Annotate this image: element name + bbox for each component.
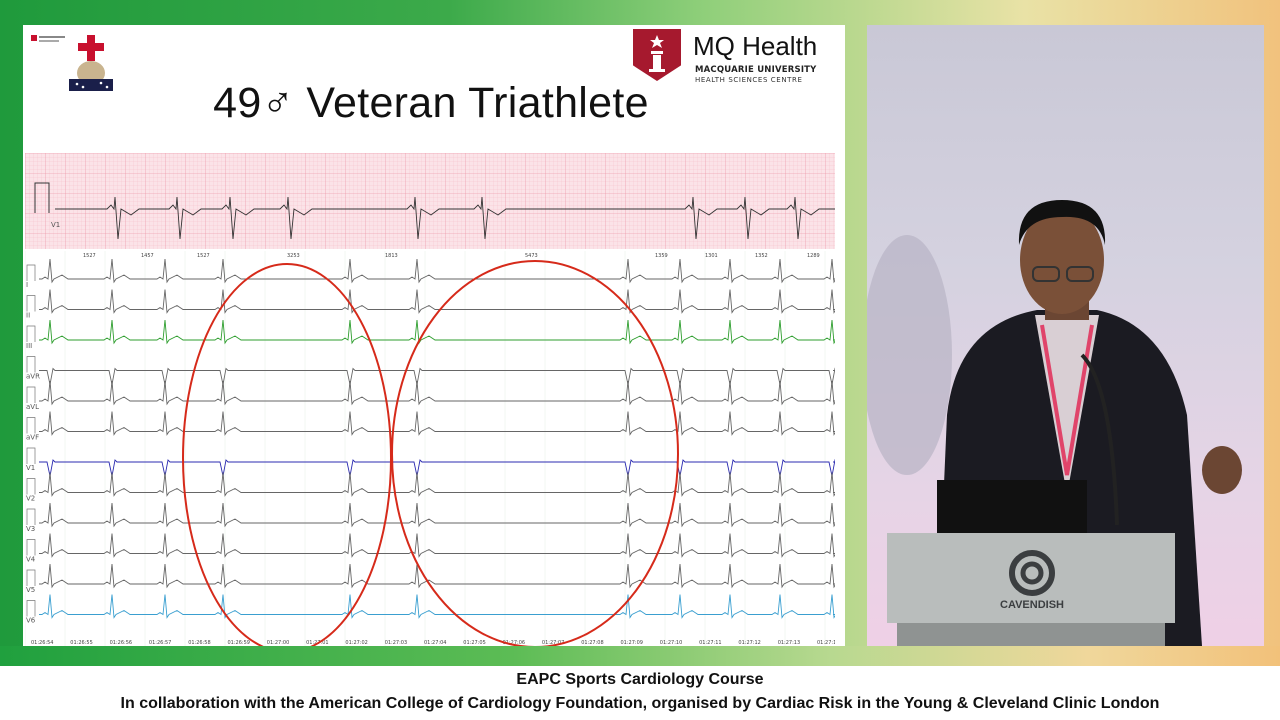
rr-interval-label: 1289 bbox=[807, 253, 820, 259]
ecg-lead-label: V4 bbox=[26, 556, 36, 564]
ecg-trace-iii bbox=[39, 319, 835, 345]
ecg-time-label: 01:27:06 bbox=[503, 640, 525, 646]
rr-interval-label: 3253 bbox=[287, 253, 300, 259]
rr-interval-label: 1813 bbox=[385, 253, 398, 259]
ecg-trace-avl bbox=[39, 380, 835, 406]
ecg-time-label: 01:27:08 bbox=[581, 640, 603, 646]
ecg-rhythm-strip: V1 bbox=[25, 153, 835, 249]
ecg-trace-v1 bbox=[39, 459, 835, 477]
ecg-time-label: 01:26:58 bbox=[188, 640, 210, 646]
mq-health-brand: MQ Health bbox=[693, 31, 818, 61]
ecg-lead-label: II bbox=[26, 312, 30, 320]
rr-interval-label: 1352 bbox=[755, 253, 768, 259]
ecg-time-label: 01:27:03 bbox=[385, 640, 407, 646]
rr-interval-label: 1527 bbox=[83, 253, 96, 259]
ecg-time-label: 01:27:00 bbox=[267, 640, 289, 646]
ecg-12-lead: 1527 1457 1527 3253 1813 5473 1359 1301 1352 1289… bbox=[25, 251, 835, 646]
ecg-lead-label: I bbox=[26, 281, 28, 289]
institution-logo bbox=[31, 35, 113, 91]
ecg-time-label: 01:26:55 bbox=[70, 640, 92, 646]
ecg-trace-v2 bbox=[39, 472, 835, 497]
ecg-lead-label: aVF bbox=[26, 434, 39, 442]
strip-lead-label: V1 bbox=[51, 221, 60, 229]
rr-interval-label: 1457 bbox=[141, 253, 154, 259]
ecg-time-label: 01:26:56 bbox=[110, 640, 132, 646]
frame-border-bottom bbox=[0, 646, 1280, 666]
rr-interval-label: 1527 bbox=[197, 253, 210, 259]
caption-collaboration: In collaboration with the American Colle… bbox=[120, 695, 1160, 712]
caption-course-title: EAPC Sports Cardiology Course bbox=[516, 671, 764, 688]
ecg-time-label: 01:27:07 bbox=[542, 640, 564, 646]
ecg-time-label: 01:27:13 bbox=[778, 640, 800, 646]
ecg-lead-label: aVL bbox=[26, 403, 39, 411]
ecg-lead-label: V5 bbox=[26, 586, 35, 594]
rr-interval-label: 1301 bbox=[705, 253, 718, 259]
ecg-lead-label: aVR bbox=[26, 373, 40, 381]
rr-interval-label: 1359 bbox=[655, 253, 668, 259]
ecg-time-label: 01:27:14 bbox=[817, 640, 835, 646]
ecg-trace-v6 bbox=[39, 594, 835, 619]
ecg-time-label: 01:27:12 bbox=[738, 640, 760, 646]
ecg-time-label: 01:27:02 bbox=[345, 640, 367, 646]
ecg-trace-v4 bbox=[39, 533, 835, 558]
presentation-slide: MQ Health MACQUARIE UNIVERSITY HEALTH SC… bbox=[23, 25, 845, 646]
ecg-lead-label: V1 bbox=[26, 464, 35, 472]
slide-title: 49♂ Veteran Triathlete bbox=[213, 79, 649, 127]
highlight-ellipse-pause-2 bbox=[391, 260, 679, 646]
ecg-trace-v5 bbox=[39, 563, 835, 589]
ecg-lead-label: V3 bbox=[26, 525, 35, 533]
ecg-trace-i bbox=[39, 258, 835, 284]
ecg-time-label: 01:27:10 bbox=[660, 640, 682, 646]
ecg-trace-avr bbox=[39, 367, 835, 385]
ecg-time-label: 01:27:09 bbox=[621, 640, 643, 646]
ecg-trace-ii bbox=[39, 289, 835, 314]
ecg-time-label: 01:27:05 bbox=[463, 640, 485, 646]
ecg-lead-label: III bbox=[26, 342, 32, 350]
ecg-time-label: 01:26:57 bbox=[149, 640, 171, 646]
ecg-time-label: 01:27:04 bbox=[424, 640, 446, 646]
mq-shield-icon bbox=[633, 29, 681, 81]
mq-subtitle-centre: HEALTH SCIENCES CENTRE bbox=[695, 76, 803, 84]
ecg-trace-v3 bbox=[39, 502, 835, 528]
ecg-trace-avf bbox=[39, 411, 835, 436]
speaker-video: CAVENDISH bbox=[867, 25, 1264, 646]
mq-health-logo: MQ Health MACQUARIE UNIVERSITY HEALTH SC… bbox=[633, 29, 843, 85]
highlight-ellipse-pause-1 bbox=[182, 263, 392, 646]
ecg-time-label: 01:26:59 bbox=[228, 640, 250, 646]
podium-brand-text: CAVENDISH bbox=[1000, 599, 1064, 611]
ecg-lead-label: V2 bbox=[26, 495, 35, 503]
ecg-time-label: 01:26:54 bbox=[31, 640, 53, 646]
mq-subtitle-university: MACQUARIE UNIVERSITY bbox=[695, 65, 817, 75]
rr-interval-label: 5473 bbox=[525, 253, 538, 259]
caption-bar: EAPC Sports Cardiology Course In collabo… bbox=[0, 666, 1280, 720]
speaker-scene: CAVENDISH bbox=[867, 200, 1242, 646]
ecg-time-label: 01:27:11 bbox=[699, 640, 721, 646]
ecg-lead-label: V6 bbox=[26, 617, 36, 625]
